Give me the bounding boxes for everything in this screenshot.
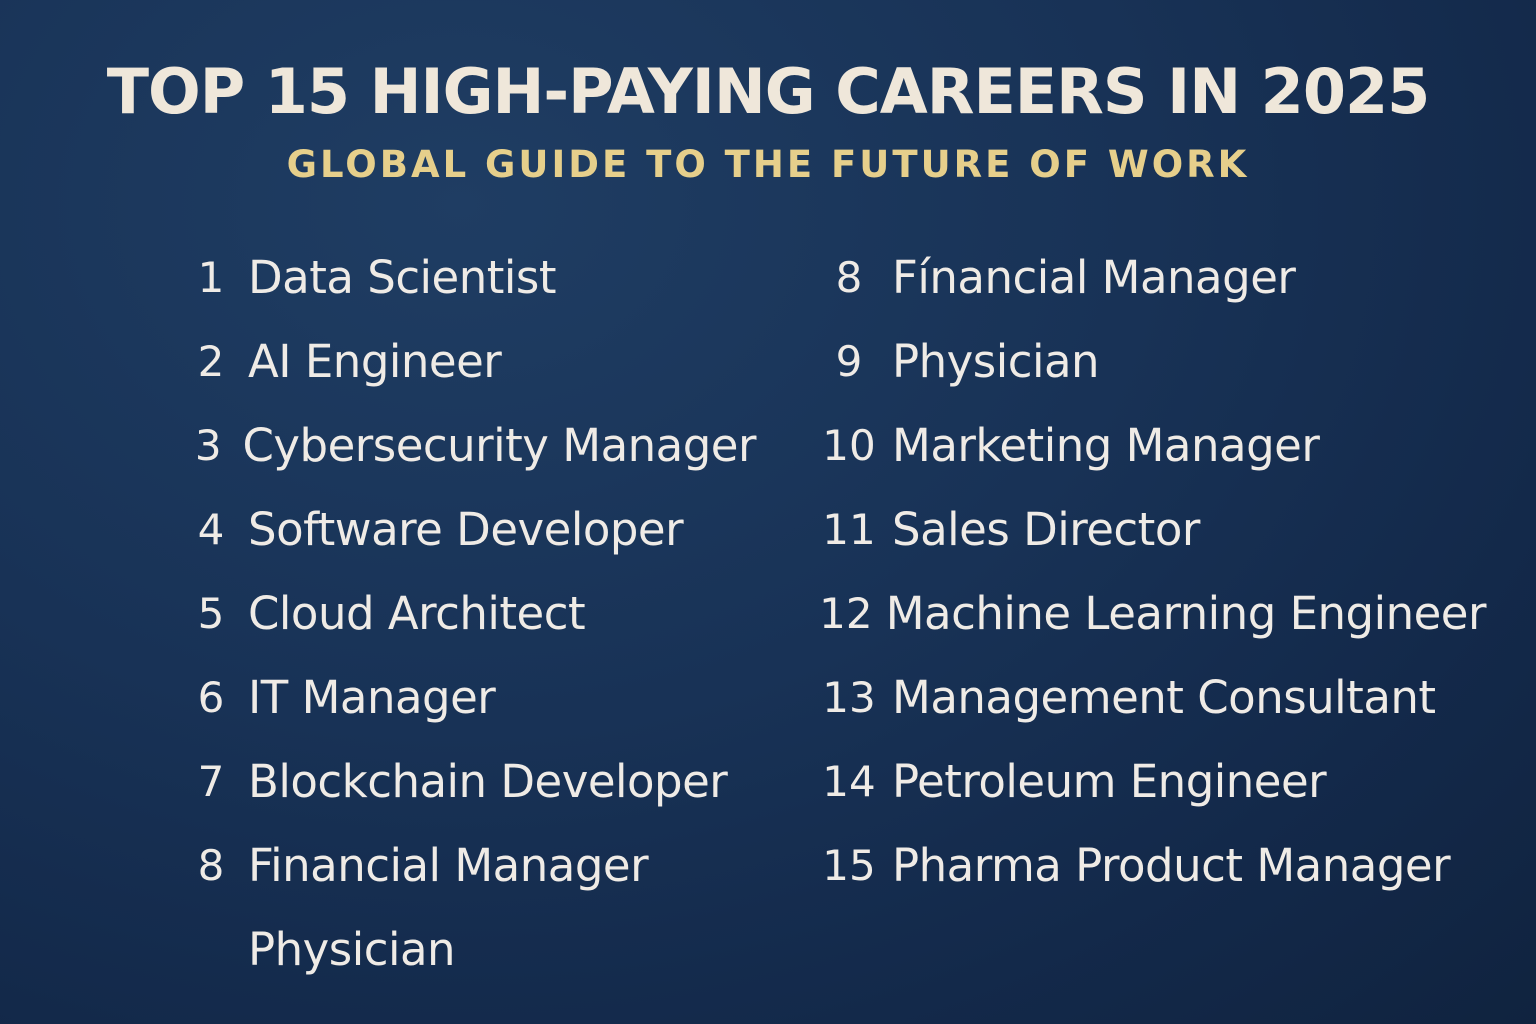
list-item-number: 7: [197, 757, 225, 806]
list-item-number: 3: [194, 421, 222, 470]
list-item: 5 Cloud Architect: [176, 572, 756, 656]
list-item-label: Sales Director: [892, 503, 1200, 556]
list-item-label: Management Consultant: [892, 671, 1436, 724]
list-item: 12 Machine Learning Engineer: [806, 572, 1486, 656]
list-item: 10 Marketing Manager: [806, 404, 1486, 488]
list-item-label: Cybersecurity Manager: [242, 419, 756, 472]
list-item-number: 9: [835, 337, 863, 386]
list-item-label: Machine Learning Engineer: [885, 587, 1487, 640]
list-item: 1 Data Scientist: [176, 236, 756, 320]
list-item: 4 Software Developer: [176, 488, 756, 572]
list-item-label: Data Scientist: [248, 251, 557, 304]
list-item-number: 12: [819, 589, 873, 638]
list-item: 15 Pharma Product Manager: [806, 824, 1486, 908]
page-title: TOP 15 HIGH-PAYING CAREERS IN 2025: [106, 55, 1431, 128]
list-item: 9 Physician: [806, 320, 1486, 404]
list-item-number: 14: [822, 757, 876, 806]
list-item: Physician: [176, 908, 756, 992]
list-item-label: Pharma Product Manager: [892, 839, 1451, 892]
list-item-label: Software Developer: [248, 503, 684, 556]
list-item-number: 4: [197, 505, 225, 554]
list-item-label: AI Engineer: [248, 335, 502, 388]
list-item-label: Cloud Architect: [248, 587, 586, 640]
list-item-label: Marketing Manager: [892, 419, 1320, 472]
list-item-number: 10: [822, 421, 876, 470]
list-item-number: 8: [197, 841, 225, 890]
list-item-label: Physician: [892, 335, 1100, 388]
list-item-number: 15: [822, 841, 876, 890]
list-item-number: 11: [822, 505, 876, 554]
list-item-label: Financial Manager: [248, 839, 649, 892]
list-item-label: Blockchain Developer: [248, 755, 728, 808]
list-item: 8 Financial Manager: [176, 824, 756, 908]
list-item: 13 Management Consultant: [806, 656, 1486, 740]
list-item-number: 6: [197, 673, 225, 722]
list-item: 8 Fínancial Manager: [806, 236, 1486, 320]
list-item: 6 IT Manager: [176, 656, 756, 740]
list-item-number: 1: [197, 253, 225, 302]
list-item: 3 Cybersecurity Manager: [176, 404, 757, 488]
list-item: 14 Petroleum Engineer: [806, 740, 1486, 824]
list-item-number: 2: [197, 337, 225, 386]
page-subtitle: GLOBAL GUIDE TO THE FUTURE OF WORK: [286, 143, 1250, 186]
list-item: 11 Sales Director: [806, 488, 1486, 572]
list-item-number: 8: [835, 253, 863, 302]
list-item-label: Petroleum Engineer: [892, 755, 1327, 808]
list-item-label: Fínancial Manager: [892, 251, 1296, 304]
list-item: 2 AI Engineer: [176, 320, 756, 404]
career-list-left: 1 Data Scientist 2 AI Engineer 3 Cyberse…: [176, 236, 757, 992]
list-item-number: 5: [197, 589, 225, 638]
list-item: 7 Blockchain Developer: [176, 740, 756, 824]
list-item-label: Physician: [248, 923, 456, 976]
career-list-right: 8 Fínancial Manager 9 Physician 10 Marke…: [806, 236, 1486, 908]
list-item-label: IT Manager: [248, 671, 496, 724]
list-item-number: 13: [822, 673, 876, 722]
